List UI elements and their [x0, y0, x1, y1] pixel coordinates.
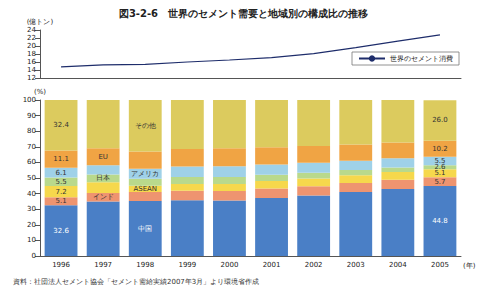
- svg-text:90: 90: [27, 112, 36, 120]
- svg-text:2005: 2005: [431, 261, 449, 269]
- svg-text:中国: 中国: [138, 225, 152, 233]
- svg-text:5.7: 5.7: [434, 178, 445, 186]
- svg-text:12: 12: [27, 74, 36, 82]
- svg-text:10.2: 10.2: [432, 145, 448, 153]
- svg-text:30: 30: [27, 205, 36, 213]
- svg-text:2003: 2003: [347, 261, 365, 269]
- svg-text:2004: 2004: [389, 261, 407, 269]
- svg-text:2002: 2002: [305, 261, 323, 269]
- svg-text:50: 50: [27, 174, 36, 182]
- svg-text:ASEAN: ASEAN: [133, 185, 157, 193]
- svg-text:日本: 日本: [96, 174, 110, 182]
- svg-text:2000: 2000: [221, 261, 239, 269]
- svg-text:14: 14: [27, 66, 36, 74]
- svg-text:60: 60: [27, 158, 36, 166]
- svg-text:11.1: 11.1: [53, 155, 69, 163]
- svg-text:1997: 1997: [94, 261, 112, 269]
- svg-text:インド: インド: [93, 193, 114, 201]
- svg-text:7.2: 7.2: [55, 188, 66, 196]
- svg-text:10: 10: [27, 236, 36, 244]
- svg-text:2.6: 2.6: [434, 163, 446, 172]
- svg-text:24: 24: [27, 26, 36, 34]
- svg-text:世界のセメント消費: 世界のセメント消費: [390, 55, 453, 63]
- svg-text:18: 18: [27, 50, 36, 58]
- svg-text:(億トン): (億トン): [27, 18, 54, 26]
- svg-text:100: 100: [23, 96, 36, 104]
- svg-text:アメリカ: アメリカ: [131, 170, 159, 178]
- svg-text:32.6: 32.6: [53, 227, 69, 235]
- svg-text:80: 80: [27, 127, 36, 135]
- svg-text:5.1: 5.1: [434, 169, 446, 178]
- svg-text:5.5: 5.5: [55, 178, 66, 186]
- svg-text:1999: 1999: [178, 261, 196, 269]
- svg-text:6.1: 6.1: [55, 169, 66, 177]
- svg-text:26.0: 26.0: [432, 116, 448, 124]
- svg-text:1996: 1996: [52, 261, 70, 269]
- svg-text:22: 22: [27, 34, 36, 42]
- svg-text:図3-2-6 世界のセメント需要と地域別の構成比の推移: 図3-2-6 世界のセメント需要と地域別の構成比の推移: [119, 8, 368, 19]
- svg-text:(%): (%): [34, 88, 46, 96]
- svg-text:5.5: 5.5: [434, 157, 445, 165]
- svg-text:5.1: 5.1: [55, 197, 66, 205]
- svg-text:20: 20: [27, 42, 36, 50]
- svg-text:(年): (年): [463, 262, 476, 270]
- svg-text:44.8: 44.8: [432, 217, 448, 225]
- svg-text:40: 40: [27, 190, 36, 198]
- svg-text:16: 16: [27, 58, 36, 66]
- svg-text:資料：社団法人セメント協会「セメント需給実績2007年3月」: 資料：社団法人セメント協会「セメント需給実績2007年3月」より環境省作成: [13, 278, 259, 286]
- svg-text:EU: EU: [98, 153, 108, 161]
- svg-text:70: 70: [27, 143, 36, 151]
- svg-text:32.4: 32.4: [53, 121, 69, 129]
- svg-text:20: 20: [27, 221, 36, 229]
- svg-text:1998: 1998: [136, 261, 154, 269]
- svg-text:0: 0: [32, 252, 36, 260]
- svg-text:2001: 2001: [263, 261, 281, 269]
- svg-text:その他: その他: [135, 122, 156, 130]
